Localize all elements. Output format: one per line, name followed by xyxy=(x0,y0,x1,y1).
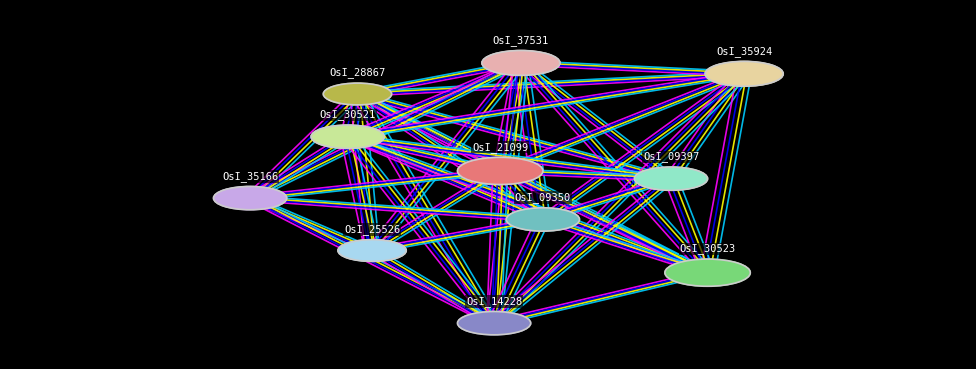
Text: OsI_14228: OsI_14228 xyxy=(466,296,522,307)
Text: OsI_35166: OsI_35166 xyxy=(222,171,278,182)
Circle shape xyxy=(507,208,580,231)
Circle shape xyxy=(458,311,531,335)
Circle shape xyxy=(634,167,708,190)
Circle shape xyxy=(458,157,543,184)
Circle shape xyxy=(482,51,560,75)
Circle shape xyxy=(214,186,287,210)
Circle shape xyxy=(705,61,783,86)
Circle shape xyxy=(665,259,751,286)
Circle shape xyxy=(338,239,406,261)
Circle shape xyxy=(311,125,385,148)
Text: OsI_25526: OsI_25526 xyxy=(344,224,400,235)
Text: OsI_35924: OsI_35924 xyxy=(716,46,772,57)
Text: OsI_09350: OsI_09350 xyxy=(514,192,571,203)
Text: OsI_21099: OsI_21099 xyxy=(472,142,528,153)
Text: OsI_30521: OsI_30521 xyxy=(319,110,376,120)
Text: OsI_30523: OsI_30523 xyxy=(679,244,736,254)
Circle shape xyxy=(323,83,391,105)
Text: OsI_37531: OsI_37531 xyxy=(493,35,549,46)
Text: OsI_09397: OsI_09397 xyxy=(643,151,699,162)
Text: OsI_28867: OsI_28867 xyxy=(329,68,386,79)
